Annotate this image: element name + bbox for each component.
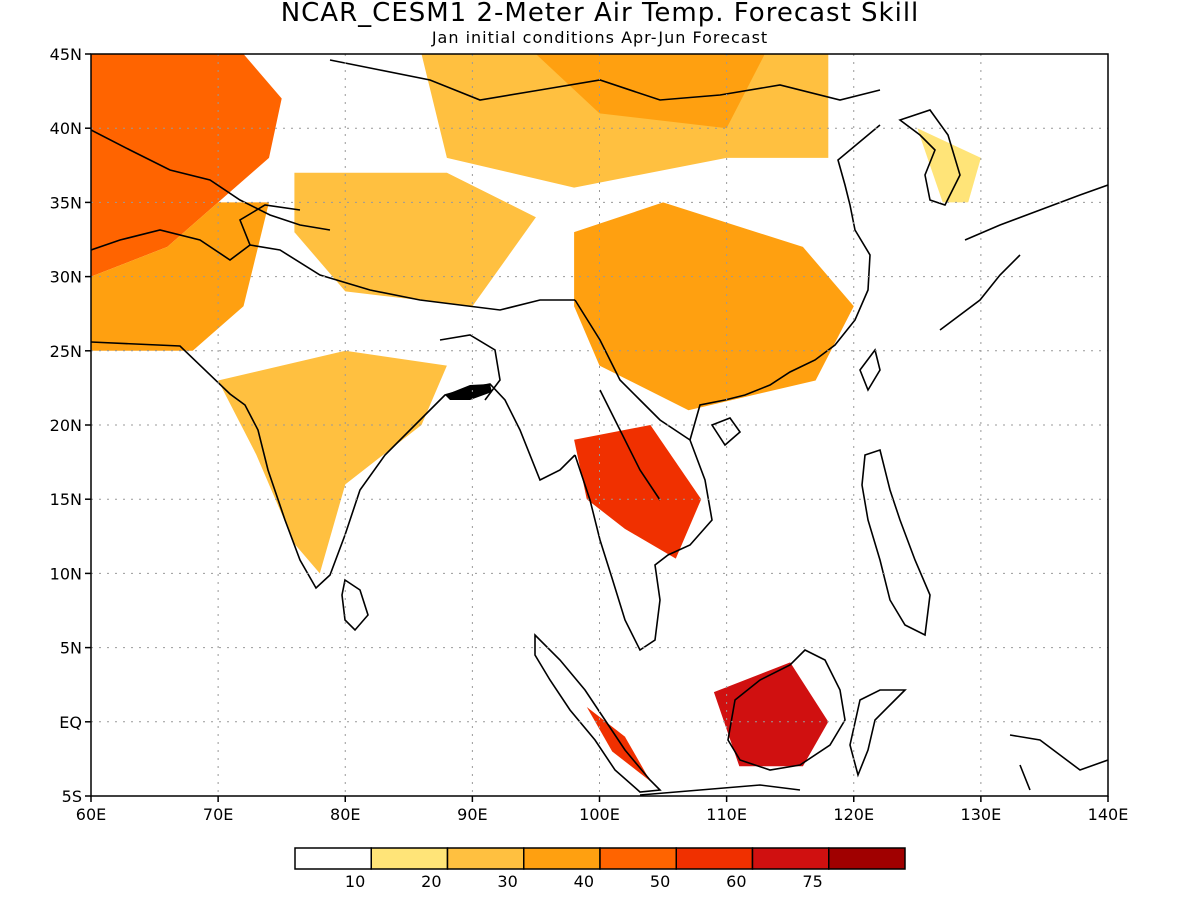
coastline-borneo	[727, 649, 846, 771]
border-pakistan	[91, 204, 301, 261]
skill-region-sumatra	[586, 707, 651, 782]
coastline-java	[639, 784, 801, 796]
border-indochina	[574, 299, 691, 501]
lon-tick-label: 130E	[961, 805, 1002, 824]
lat-tick-label: 10N	[50, 564, 82, 583]
skill-region-south-china	[574, 202, 854, 411]
skill-shading	[91, 54, 981, 782]
colorbar-swatch	[446, 847, 525, 870]
lon-tick-label: 70E	[203, 805, 233, 824]
delta-marks	[445, 384, 492, 400]
colorbar-label: 75	[802, 872, 822, 891]
colorbar-swatch	[675, 847, 754, 870]
skill-region-india	[218, 350, 447, 574]
colorbar-swatch	[751, 847, 830, 870]
colorbar-label: 60	[726, 872, 746, 891]
colorbar-label: 30	[497, 872, 517, 891]
lat-tick-label: 25N	[50, 342, 82, 361]
lat-tick-label: 45N	[50, 45, 82, 64]
lon-tick-label: 100E	[579, 805, 620, 824]
border-bangladesh	[439, 334, 501, 401]
lat-tick-label: 35N	[50, 193, 82, 212]
map-subtitle: Jan initial conditions Apr-Jun Forecast	[431, 28, 769, 47]
lon-tick-label: 80E	[330, 805, 360, 824]
skill-region-mongolia	[535, 54, 765, 129]
coastline-arabian-india	[91, 341, 576, 590]
colorbar-label: 40	[574, 872, 594, 891]
colorbar: 10 20 30 40 50 60 75	[294, 847, 906, 891]
coastline-sulawesi	[849, 689, 907, 778]
lat-tick-label: 30N	[50, 268, 82, 287]
coastline-new-guinea	[1009, 734, 1108, 791]
colorbar-label: 10	[345, 872, 365, 891]
colorbar-swatch	[294, 847, 372, 870]
lat-tick-label: 15N	[50, 490, 82, 509]
coastline-korea	[898, 109, 961, 206]
skill-region-korea-japan	[917, 128, 981, 203]
lon-tick-label: 140E	[1088, 805, 1129, 824]
coastline-hainan	[710, 417, 742, 447]
border-central-asia	[91, 129, 331, 231]
colorbar-swatch	[523, 847, 601, 870]
lon-tick-label: 90E	[457, 805, 487, 824]
skill-region-central-asia	[91, 54, 282, 277]
colorbar-label: 20	[421, 872, 441, 891]
colorbar-swatch	[370, 847, 449, 870]
lon-tick-label: 110E	[706, 805, 747, 824]
colorbar-label: 50	[650, 872, 670, 891]
lat-tick-label: EQ	[59, 713, 82, 732]
coastline-sumatra	[534, 633, 662, 793]
lat-tick-label: 5N	[60, 639, 82, 658]
coastline-srilanka	[341, 578, 369, 632]
border-himalaya	[249, 244, 575, 311]
lon-tick-label: 120E	[833, 805, 874, 824]
coastline-taiwan	[859, 348, 881, 392]
lat-tick-label: 40N	[50, 119, 82, 138]
lat-tick-label: 20N	[50, 416, 82, 435]
gridlines	[91, 54, 1108, 796]
skill-region-indochina	[574, 425, 702, 559]
coastline-japan	[939, 184, 1108, 331]
colorbar-swatch	[599, 847, 677, 870]
lat-tick-label: 5S	[62, 787, 82, 806]
coastline-indochina	[574, 124, 881, 652]
colorbar-swatch	[828, 847, 906, 870]
map-title: NCAR_CESM1 2-Meter Air Temp. Forecast Sk…	[280, 0, 920, 28]
lon-tick-label: 60E	[76, 805, 106, 824]
skill-region-borneo	[713, 662, 829, 767]
skill-region-tibet	[294, 172, 536, 307]
coastline-philippines	[861, 448, 931, 637]
